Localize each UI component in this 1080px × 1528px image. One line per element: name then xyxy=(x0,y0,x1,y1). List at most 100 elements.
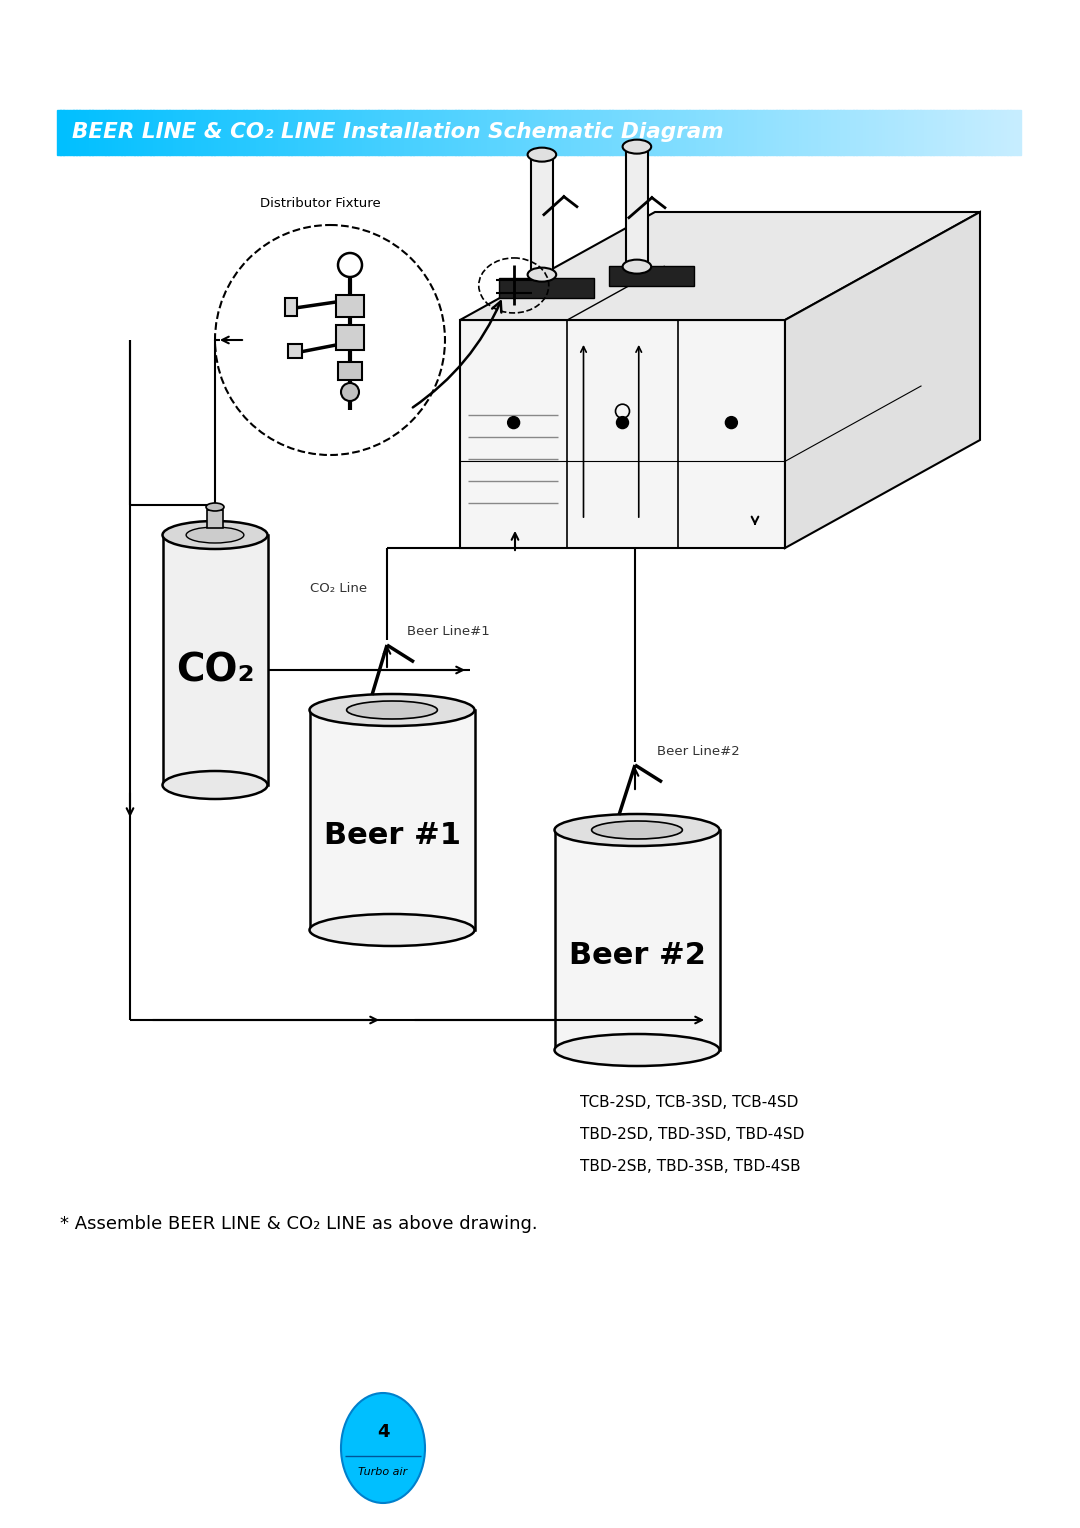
Ellipse shape xyxy=(162,521,268,549)
Bar xyxy=(445,110,449,154)
Bar xyxy=(914,110,918,154)
Bar xyxy=(391,110,394,154)
Polygon shape xyxy=(460,212,980,319)
Bar xyxy=(873,110,876,154)
Text: CO₂ Line: CO₂ Line xyxy=(310,582,367,594)
Bar xyxy=(420,110,423,154)
Bar xyxy=(336,110,340,154)
Bar xyxy=(645,110,648,154)
Bar xyxy=(741,110,744,154)
Bar xyxy=(840,110,843,154)
Bar xyxy=(754,110,757,154)
Bar xyxy=(166,110,170,154)
Bar xyxy=(975,110,978,154)
Bar xyxy=(205,110,208,154)
Bar xyxy=(721,110,725,154)
Bar xyxy=(95,110,99,154)
Bar xyxy=(1008,110,1011,154)
Bar xyxy=(481,110,485,154)
Bar xyxy=(764,110,767,154)
Bar xyxy=(298,110,301,154)
Text: Beer #1: Beer #1 xyxy=(324,821,460,850)
Bar xyxy=(320,110,324,154)
Bar xyxy=(847,110,850,154)
Bar xyxy=(542,110,545,154)
Bar xyxy=(702,110,706,154)
Bar xyxy=(692,110,697,154)
Bar xyxy=(269,110,272,154)
Bar xyxy=(414,110,417,154)
Bar xyxy=(211,110,215,154)
Bar xyxy=(192,110,195,154)
Bar xyxy=(731,110,734,154)
Text: Beer Line#2: Beer Line#2 xyxy=(657,746,740,758)
Bar xyxy=(105,110,109,154)
Text: Beer #2: Beer #2 xyxy=(568,941,705,969)
Bar xyxy=(760,110,764,154)
Bar xyxy=(308,110,311,154)
Bar xyxy=(757,110,760,154)
Bar xyxy=(886,110,889,154)
Bar xyxy=(150,110,153,154)
Text: TBD-2SB, TBD-3SB, TBD-4SB: TBD-2SB, TBD-3SB, TBD-4SB xyxy=(580,1160,800,1174)
Bar xyxy=(375,110,378,154)
Bar xyxy=(102,110,106,154)
Bar xyxy=(523,110,526,154)
Bar xyxy=(622,110,625,154)
Bar xyxy=(407,110,410,154)
Bar xyxy=(529,110,532,154)
Bar xyxy=(725,110,728,154)
Bar xyxy=(253,110,257,154)
Bar xyxy=(899,110,902,154)
Bar xyxy=(494,110,497,154)
Bar xyxy=(433,110,436,154)
Bar xyxy=(590,110,594,154)
Bar xyxy=(339,110,343,154)
Bar xyxy=(557,110,562,154)
Bar xyxy=(824,110,828,154)
Bar xyxy=(561,110,565,154)
Bar xyxy=(484,110,488,154)
Bar xyxy=(943,110,947,154)
Bar xyxy=(310,711,474,931)
Bar xyxy=(67,110,70,154)
Bar xyxy=(323,110,327,154)
Bar xyxy=(73,110,77,154)
Bar xyxy=(243,110,247,154)
Bar xyxy=(131,110,135,154)
Bar xyxy=(368,110,373,154)
Bar xyxy=(442,110,446,154)
Bar xyxy=(658,110,661,154)
Bar xyxy=(355,110,360,154)
Bar xyxy=(510,110,513,154)
Bar xyxy=(144,110,147,154)
Bar xyxy=(160,110,163,154)
Bar xyxy=(137,110,141,154)
Bar xyxy=(230,110,234,154)
Bar xyxy=(773,110,777,154)
Bar xyxy=(394,110,397,154)
Bar xyxy=(827,110,832,154)
Bar xyxy=(365,110,369,154)
Bar xyxy=(1001,110,1004,154)
Bar xyxy=(738,110,741,154)
Circle shape xyxy=(617,417,629,428)
Bar xyxy=(89,110,93,154)
Bar xyxy=(988,110,991,154)
Bar xyxy=(966,110,969,154)
Bar xyxy=(831,110,835,154)
Bar xyxy=(892,110,895,154)
Ellipse shape xyxy=(206,503,224,510)
Bar xyxy=(606,110,609,154)
Bar xyxy=(183,110,186,154)
Bar xyxy=(599,110,604,154)
Text: * Assemble BEER LINE & CO₂ LINE as above drawing.: * Assemble BEER LINE & CO₂ LINE as above… xyxy=(60,1215,538,1233)
Bar xyxy=(288,344,302,358)
Bar xyxy=(670,110,674,154)
Bar xyxy=(991,110,995,154)
Bar xyxy=(162,535,268,785)
Bar xyxy=(917,110,921,154)
Bar xyxy=(715,110,719,154)
Bar xyxy=(401,110,404,154)
Bar xyxy=(901,110,905,154)
